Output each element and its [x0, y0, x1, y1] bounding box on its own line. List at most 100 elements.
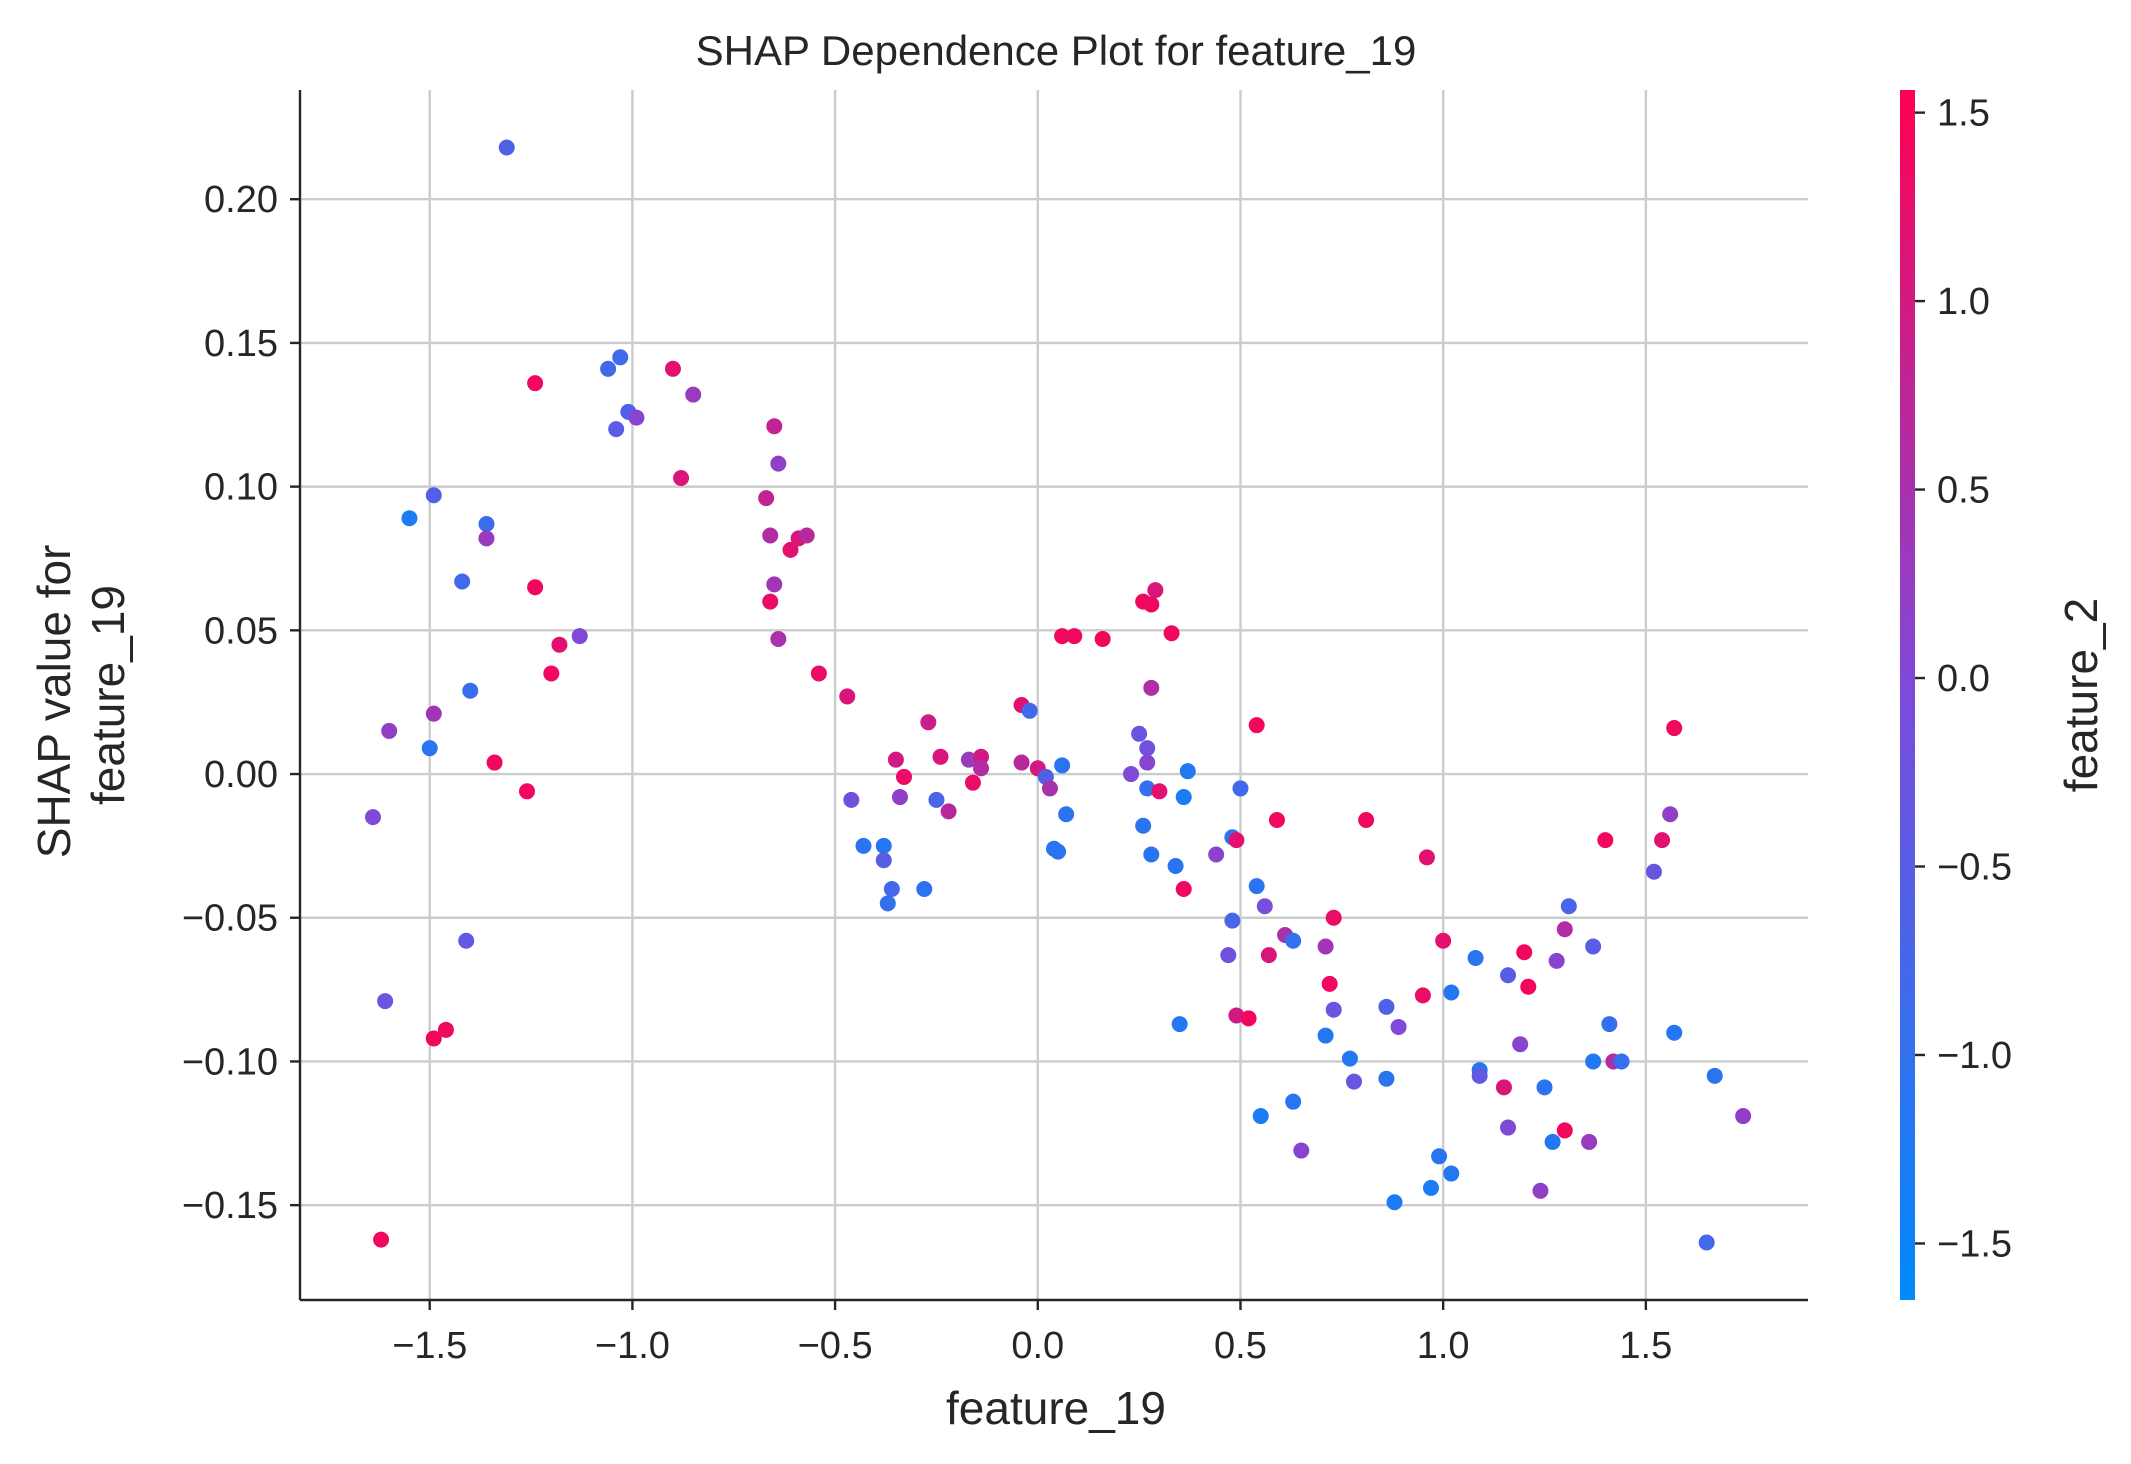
scatter-point: [1175, 789, 1192, 806]
scatter-point: [770, 630, 787, 647]
scatter-point: [1058, 806, 1075, 823]
scatter-point: [1285, 932, 1302, 949]
scatter-point: [1516, 944, 1533, 961]
scatter-point: [1054, 628, 1071, 645]
scatter-point: [1135, 817, 1152, 834]
scatter-point: [1151, 783, 1168, 800]
scatter-point: [425, 705, 442, 722]
scatter-point: [1386, 1194, 1403, 1211]
scatter-point: [1495, 1079, 1512, 1096]
scatter-point: [1325, 1001, 1342, 1018]
scatter-point: [1139, 780, 1156, 797]
scatter-point: [1341, 1050, 1358, 1067]
y-tick-label: 0.00: [204, 754, 278, 796]
scatter-point: [1041, 780, 1058, 797]
grid: [300, 90, 1808, 1300]
scatter-point: [381, 722, 398, 739]
scatter-point: [1645, 863, 1662, 880]
scatter-point: [527, 375, 544, 392]
scatter-point: [1208, 846, 1225, 863]
scatter-point: [1471, 1067, 1488, 1084]
scatter-point: [486, 754, 503, 771]
scatter-point: [762, 593, 779, 610]
scatter-point: [1139, 740, 1156, 757]
colorbar-tick-label: 0.5: [1937, 470, 1990, 512]
scatter-point: [1143, 596, 1160, 613]
scatter-point: [628, 409, 645, 426]
scatter-point: [458, 932, 475, 949]
scatter-point: [1544, 1133, 1561, 1150]
scatter-point: [1520, 978, 1537, 995]
axes: [298, 90, 1808, 1302]
colorbar-tick-label: −0.5: [1937, 847, 2012, 889]
scatter-point: [932, 748, 949, 765]
scatter-point: [1143, 846, 1160, 863]
scatter-point: [1435, 932, 1452, 949]
scatter-point: [1500, 967, 1517, 984]
scatter-point: [1443, 1165, 1460, 1182]
scatter-point: [1050, 843, 1067, 860]
scatter-point: [1268, 812, 1285, 829]
scatter-point: [891, 789, 908, 806]
scatter-point: [1706, 1067, 1723, 1084]
scatter-point: [1285, 1093, 1302, 1110]
x-tick-label: −0.5: [798, 1325, 873, 1367]
scatter-point: [1358, 812, 1375, 829]
scatter-point: [1585, 938, 1602, 955]
y-tick-label: −0.15: [182, 1185, 278, 1227]
scatter-point: [964, 774, 981, 791]
scatter-point: [608, 421, 625, 438]
scatter-point: [498, 139, 515, 156]
scatter-point: [1378, 1070, 1395, 1087]
scatter-point: [543, 665, 560, 682]
scatter-point: [612, 349, 629, 366]
scatter-point: [1418, 849, 1435, 866]
scatter-point: [478, 530, 495, 547]
scatter-point: [940, 803, 957, 820]
scatter-point: [928, 791, 945, 808]
x-tick-label: 0.0: [1011, 1325, 1064, 1367]
scatter-point: [664, 360, 681, 377]
scatter-point: [454, 573, 471, 590]
scatter-point: [1248, 717, 1265, 734]
scatter-point: [1175, 881, 1192, 898]
colorbar-tick-label: −1.5: [1937, 1223, 2012, 1265]
scatter-point: [551, 636, 568, 653]
scatter-point: [1735, 1108, 1752, 1125]
scatter-point: [973, 748, 990, 765]
scatter-points: [364, 139, 1752, 1251]
colorbar-ticks: −1.5 −1.0 −0.5 0.0 0.5 1.0 1.5: [1915, 93, 2012, 1265]
y-axis-title-line-2: feature_19: [82, 585, 134, 805]
scatter-point: [1094, 630, 1111, 647]
scatter-point: [855, 837, 872, 854]
scatter-point: [1054, 757, 1071, 774]
scatter-point: [1163, 625, 1180, 642]
scatter-point: [1240, 1010, 1257, 1027]
scatter-point: [810, 665, 827, 682]
scatter-point: [1500, 1119, 1517, 1136]
scatter-point: [1317, 938, 1334, 955]
scatter-point: [1123, 766, 1140, 783]
colorbar-tick-label: 0.0: [1937, 658, 1990, 700]
scatter-point: [1066, 628, 1083, 645]
scatter-point: [839, 688, 856, 705]
y-tick-label: 0.05: [204, 610, 278, 652]
colorbar-title: feature_2: [2055, 598, 2107, 792]
x-tick-label: 0.5: [1214, 1325, 1267, 1367]
scatter-point: [1256, 898, 1273, 915]
scatter-point: [1414, 987, 1431, 1004]
colorbar-tick-label: 1.0: [1937, 281, 1990, 323]
scatter-point: [1666, 1024, 1683, 1041]
scatter-point: [920, 714, 937, 731]
scatter-point: [1512, 1036, 1529, 1053]
y-axis-ticks: −0.15 −0.10 −0.05 0.00 0.05 0.10 0.15 0.20: [182, 179, 300, 1227]
scatter-point: [1252, 1108, 1269, 1125]
scatter-point: [478, 515, 495, 532]
x-axis-title: feature_19: [946, 1382, 1166, 1434]
colorbar-tick-label: 1.5: [1937, 93, 1990, 135]
scatter-point: [437, 1021, 454, 1038]
scatter-point: [1325, 909, 1342, 926]
scatter-point: [1556, 1122, 1573, 1139]
scatter-point: [1232, 780, 1249, 797]
